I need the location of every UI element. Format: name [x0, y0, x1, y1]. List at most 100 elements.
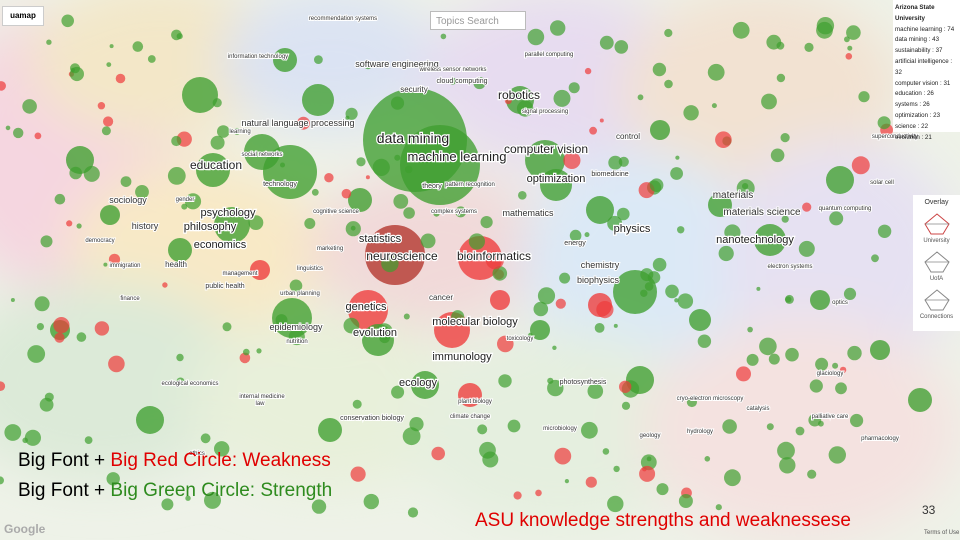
- topic-label: software engineering: [355, 59, 439, 69]
- topic-circle: [490, 290, 510, 310]
- topic-circle: [747, 326, 753, 333]
- topic-circle: [780, 133, 790, 143]
- topic-circle: [437, 78, 443, 84]
- topic-label: electron systems: [767, 264, 812, 270]
- topic-circle: [431, 446, 446, 461]
- topic-circle: [798, 240, 815, 257]
- app-logo[interactable]: uamap: [2, 6, 44, 26]
- topic-label: energy: [564, 240, 586, 247]
- topic-circle: [607, 215, 623, 231]
- topic-circle: [584, 67, 592, 75]
- topic-label: computer vision: [504, 142, 588, 156]
- topic-circle: [722, 419, 737, 434]
- topic-circle: [504, 97, 512, 105]
- topic-circle: [97, 102, 106, 110]
- topic-circle: [564, 479, 570, 484]
- topic-circle: [348, 188, 372, 212]
- topic-circle: [103, 116, 114, 127]
- topic-circle: [161, 498, 174, 511]
- topic-circle: [507, 419, 521, 433]
- topic-circle: [296, 116, 310, 130]
- topic-circle: [66, 146, 94, 174]
- topic-circle: [345, 221, 361, 237]
- topic-circle: [652, 62, 667, 77]
- search-box[interactable]: Topics Search: [430, 11, 526, 30]
- panel-title: Arizona State University: [895, 4, 935, 22]
- topic-label: climate change: [450, 414, 491, 420]
- topic-label: genetics: [346, 301, 387, 313]
- topic-label: materials: [713, 190, 754, 201]
- topic-circle: [613, 323, 618, 328]
- topic-circle: [847, 45, 853, 51]
- topic-circle: [553, 89, 571, 107]
- topic-circle: [24, 429, 41, 446]
- topic-circle: [674, 298, 679, 303]
- topic-circle: [664, 79, 673, 89]
- topic-circle: [350, 466, 366, 482]
- caption-text: Big Font +: [18, 480, 111, 501]
- topic-label: management: [222, 271, 257, 277]
- topic-circle: [816, 21, 833, 39]
- topic-circle: [732, 21, 750, 39]
- topic-label: materials science: [723, 207, 801, 218]
- panel-item: optimization : 23: [895, 111, 941, 119]
- topic-label: evolution: [353, 327, 397, 339]
- topic-circle: [776, 73, 786, 83]
- topic-circle: [851, 156, 870, 175]
- topic-circle: [393, 194, 409, 209]
- footer-title: ASU knowledge strengths and weaknessese: [475, 510, 852, 531]
- topic-circle: [10, 298, 15, 302]
- panel-item: artificial intelligence : 32: [895, 57, 953, 76]
- topic-circle: [585, 476, 597, 488]
- topic-circle: [222, 322, 232, 332]
- topic-circle: [40, 235, 53, 248]
- topic-label: palliative care: [812, 414, 849, 420]
- topic-label: plant biology: [458, 399, 492, 405]
- topic-circle: [677, 293, 694, 309]
- topic-circle: [492, 266, 508, 281]
- topic-circle: [411, 371, 439, 399]
- topic-circle: [376, 323, 393, 340]
- overlay-option[interactable]: UofA: [913, 250, 960, 282]
- topic-label: biophysics: [577, 275, 620, 285]
- terms-link[interactable]: Terms of Use: [924, 530, 960, 536]
- topic-label: cancer: [429, 293, 453, 302]
- topic-circle: [458, 236, 502, 280]
- topic-circle: [256, 348, 262, 354]
- topic-circle: [272, 298, 312, 338]
- topic-label: ecological economics: [161, 381, 218, 387]
- caption-highlight: Big Green Circle: Strength: [110, 480, 333, 501]
- panel-item: education : 26: [895, 90, 934, 98]
- topic-circle: [54, 193, 66, 205]
- overlay-option[interactable]: Connections: [913, 288, 960, 320]
- topic-circle: [4, 424, 22, 441]
- topic-circle: [665, 284, 679, 299]
- topic-circle: [675, 155, 680, 160]
- topic-circle: [563, 151, 581, 169]
- topic-circle: [363, 493, 379, 510]
- topic-circle: [554, 447, 572, 465]
- topic-circle: [273, 48, 297, 72]
- topic-circle: [618, 156, 629, 167]
- topic-circle: [810, 290, 830, 310]
- topic-circle: [547, 377, 554, 384]
- topic-circle: [168, 238, 192, 262]
- topic-label: information technology: [228, 54, 288, 60]
- topic-circle: [210, 135, 225, 150]
- topic-circle: [602, 448, 610, 455]
- topic-label: photosynthesis: [560, 379, 607, 386]
- topic-circle: [599, 118, 604, 123]
- topic-label: signal processing: [522, 109, 568, 115]
- topic-circle: [832, 362, 839, 369]
- topic-label: gender: [176, 197, 195, 203]
- topic-circle: [715, 504, 722, 511]
- topic-circle: [403, 313, 410, 320]
- topic-circle: [480, 216, 493, 229]
- overlay-option[interactable]: University: [913, 212, 960, 244]
- topic-circle: [776, 41, 785, 50]
- topic-circle: [527, 28, 545, 46]
- topic-label: neuroscience: [366, 249, 438, 263]
- topic-circle: [640, 289, 648, 297]
